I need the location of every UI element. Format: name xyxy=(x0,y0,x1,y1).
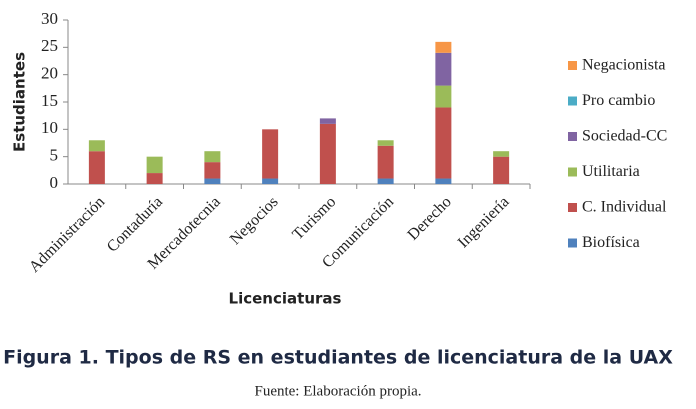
caption: Figura 1. Tipos de RS en estudiantes de … xyxy=(3,347,673,369)
bar-segment xyxy=(88,140,105,152)
bar-segment xyxy=(204,162,221,179)
source: Fuente: Elaboración propia. xyxy=(254,383,421,399)
bar-segment xyxy=(435,178,452,184)
legend-label: Utilitaria xyxy=(582,163,640,180)
bar-segment xyxy=(204,178,221,184)
x-tick-label: Derecho xyxy=(404,193,454,243)
legend-label: Sociedad-CC xyxy=(582,128,667,145)
bar-segment xyxy=(377,178,394,184)
bar-segment xyxy=(493,151,510,157)
x-tick-label: Negocios xyxy=(227,193,282,248)
bar-segment xyxy=(319,118,336,124)
y-tick-label: 5 xyxy=(50,146,59,165)
y-tick-label: 15 xyxy=(41,91,58,110)
x-tick-label: Turismo xyxy=(289,193,339,243)
legend-label: C. Individual xyxy=(582,199,667,216)
bar-segment xyxy=(88,151,105,184)
bar-segment xyxy=(262,129,279,179)
legend-label: Negacionista xyxy=(582,57,666,74)
legend-swatch xyxy=(568,61,577,70)
bar-segment xyxy=(262,178,279,184)
legend-swatch xyxy=(568,132,577,141)
bar-segment xyxy=(377,145,394,179)
x-tick-label: Administración xyxy=(26,193,108,275)
bar-segment xyxy=(435,107,452,179)
bar-segment xyxy=(146,156,163,174)
bar-segment xyxy=(435,52,452,86)
y-tick-label: 10 xyxy=(41,118,58,137)
legend-swatch xyxy=(568,167,577,177)
bar-segment xyxy=(435,85,452,108)
bar-segment xyxy=(377,140,394,146)
y-tick-label: 20 xyxy=(41,64,58,83)
legend-swatch xyxy=(568,96,577,106)
x-axis-title: Licenciaturas xyxy=(229,290,342,308)
x-tick-label: Contaduría xyxy=(104,193,166,255)
y-tick-label: 0 xyxy=(50,173,59,192)
bar-segment xyxy=(319,123,336,184)
y-tick-label: 30 xyxy=(41,9,58,28)
bar-segment xyxy=(146,173,163,184)
bar-segment xyxy=(435,41,452,53)
legend-label: Biofísica xyxy=(582,234,640,251)
legend-label: Pro cambio xyxy=(582,92,655,109)
y-tick-label: 25 xyxy=(41,36,58,55)
bar-segment xyxy=(204,151,221,163)
bar-segment xyxy=(493,156,510,184)
legend-swatch xyxy=(568,238,577,248)
y-axis-title: Estudiantes xyxy=(11,52,29,152)
x-tick-label: Ingeniería xyxy=(455,193,513,251)
legend-swatch xyxy=(568,203,577,212)
